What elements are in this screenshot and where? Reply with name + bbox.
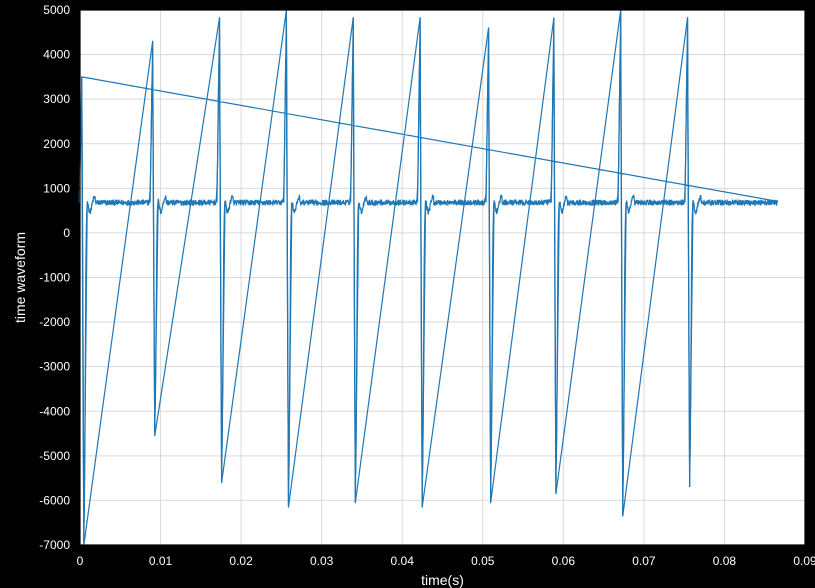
svg-text:3000: 3000 — [43, 92, 70, 106]
svg-text:0.02: 0.02 — [229, 554, 253, 568]
svg-text:-6000: -6000 — [39, 493, 70, 507]
svg-text:0.05: 0.05 — [471, 554, 495, 568]
svg-text:0.03: 0.03 — [310, 554, 334, 568]
svg-text:-2000: -2000 — [39, 315, 70, 329]
y-axis-label: time waveform — [12, 232, 28, 323]
svg-text:0.09: 0.09 — [793, 554, 815, 568]
svg-text:2000: 2000 — [43, 137, 70, 151]
svg-text:4000: 4000 — [43, 48, 70, 62]
x-axis-label: time(s) — [421, 572, 464, 588]
svg-text:0.08: 0.08 — [713, 554, 737, 568]
waveform-chart: 0 0.01 0.02 0.03 0.04 0.05 0.06 0.07 0.08 0.09 -70… — [0, 0, 815, 588]
svg-text:-3000: -3000 — [39, 360, 70, 374]
svg-text:-5000: -5000 — [39, 449, 70, 463]
svg-text:-7000: -7000 — [39, 538, 70, 552]
svg-text:5000: 5000 — [43, 3, 70, 17]
svg-text:-4000: -4000 — [39, 404, 70, 418]
chart-svg: 0 0.01 0.02 0.03 0.04 0.05 0.06 0.07 0.08 0.09 -70… — [0, 0, 815, 588]
svg-text:0: 0 — [77, 554, 84, 568]
svg-text:0.04: 0.04 — [391, 554, 415, 568]
svg-text:0.01: 0.01 — [149, 554, 173, 568]
svg-text:0: 0 — [63, 226, 70, 240]
svg-text:0.06: 0.06 — [552, 554, 576, 568]
svg-text:0.07: 0.07 — [632, 554, 656, 568]
svg-text:-1000: -1000 — [39, 271, 70, 285]
svg-text:1000: 1000 — [43, 181, 70, 195]
